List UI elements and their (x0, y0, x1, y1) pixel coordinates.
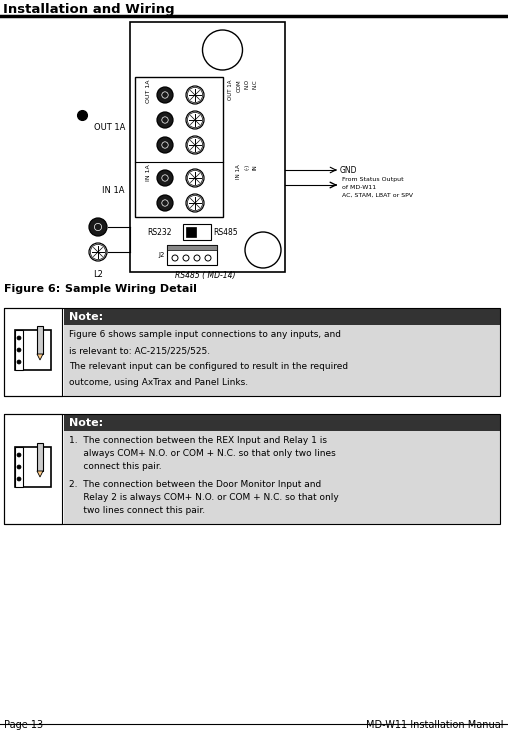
Text: COM: COM (237, 79, 241, 91)
Bar (4, 308, 62, 396)
Circle shape (157, 87, 173, 103)
Bar (15, 330, 51, 370)
Circle shape (205, 255, 211, 261)
Circle shape (186, 86, 204, 104)
Circle shape (17, 360, 21, 364)
Bar (15, 447, 23, 487)
Text: connect this pair.: connect this pair. (69, 462, 162, 471)
Bar (4, 308, 500, 396)
Circle shape (157, 170, 173, 186)
Text: (-): (-) (244, 164, 249, 170)
Text: The relevant input can be configured to result in the required: The relevant input can be configured to … (69, 362, 348, 371)
Text: L2: L2 (93, 270, 103, 279)
Text: RS232: RS232 (147, 228, 172, 237)
Circle shape (187, 88, 203, 102)
Text: Note:: Note: (69, 417, 103, 427)
Bar (4, 414, 500, 524)
Text: J2: J2 (158, 252, 165, 258)
Bar (37, 443, 43, 471)
Text: 2.  The connection between the Door Monitor Input and: 2. The connection between the Door Monit… (69, 480, 321, 489)
Circle shape (162, 116, 168, 123)
Text: IN: IN (252, 164, 258, 170)
Circle shape (245, 232, 281, 268)
Text: RS485: RS485 (213, 228, 238, 237)
Bar (183, 224, 211, 240)
Circle shape (17, 348, 21, 352)
Circle shape (186, 136, 204, 154)
Polygon shape (37, 471, 43, 477)
Bar (167, 245, 217, 250)
Bar (135, 77, 223, 217)
Text: outcome, using AxTrax and Panel Links.: outcome, using AxTrax and Panel Links. (69, 378, 248, 387)
Circle shape (90, 245, 106, 259)
Text: From Status Output: From Status Output (342, 176, 404, 181)
Text: Relay 2 is always COM+ N.O. or COM + N.C. so that only: Relay 2 is always COM+ N.O. or COM + N.C… (69, 493, 339, 502)
Circle shape (186, 169, 204, 187)
Circle shape (187, 195, 203, 211)
Circle shape (183, 255, 189, 261)
Text: Installation and Wiring: Installation and Wiring (3, 3, 175, 16)
Circle shape (17, 465, 21, 469)
Circle shape (162, 175, 168, 181)
Bar (64, 308, 500, 325)
Polygon shape (37, 354, 43, 360)
Bar (37, 326, 43, 354)
Circle shape (17, 477, 21, 481)
Text: N.C: N.C (252, 79, 258, 88)
Text: N.O: N.O (244, 79, 249, 89)
Text: Figure 6:: Figure 6: (4, 284, 60, 294)
Text: 1.  The connection between the REX Input and Relay 1 is: 1. The connection between the REX Input … (69, 436, 327, 445)
Circle shape (162, 142, 168, 148)
Text: Figure 6 shows sample input connections to any inputs, and: Figure 6 shows sample input connections … (69, 330, 341, 339)
Circle shape (187, 137, 203, 153)
Circle shape (172, 255, 178, 261)
Circle shape (17, 336, 21, 340)
Circle shape (194, 255, 200, 261)
Circle shape (157, 137, 173, 153)
Text: always COM+ N.O. or COM + N.C. so that only two lines: always COM+ N.O. or COM + N.C. so that o… (69, 449, 336, 458)
Bar (4, 414, 62, 524)
Circle shape (162, 92, 168, 98)
Text: of MD-W11: of MD-W11 (342, 184, 376, 189)
Circle shape (186, 194, 204, 212)
Bar (64, 414, 500, 431)
Text: two lines connect this pair.: two lines connect this pair. (69, 506, 205, 515)
Text: IN 1A: IN 1A (237, 164, 241, 179)
Text: MD-W11 Installation Manual: MD-W11 Installation Manual (366, 720, 504, 730)
Circle shape (187, 170, 203, 186)
Text: Page 13: Page 13 (4, 720, 43, 730)
Bar (167, 245, 217, 265)
Circle shape (157, 112, 173, 128)
Bar (64, 325, 500, 396)
Text: OUT 1A: OUT 1A (93, 122, 125, 131)
Text: OUT 1A: OUT 1A (146, 79, 151, 102)
Circle shape (186, 111, 204, 129)
Bar (130, 22, 285, 272)
Text: Sample Wiring Detail: Sample Wiring Detail (65, 284, 197, 294)
Text: is relevant to: AC-215/225/525.: is relevant to: AC-215/225/525. (69, 346, 210, 355)
Circle shape (203, 30, 242, 70)
Circle shape (17, 453, 21, 457)
Bar (15, 330, 23, 370)
Circle shape (94, 223, 102, 231)
Circle shape (89, 243, 107, 261)
Text: IN 1A: IN 1A (103, 186, 125, 195)
Circle shape (89, 218, 107, 236)
Text: RS485 ( MD-14): RS485 ( MD-14) (175, 271, 236, 280)
Text: IN 1A: IN 1A (146, 164, 151, 181)
Circle shape (162, 200, 168, 206)
Bar (15, 447, 51, 487)
Text: AC, STAM, LBAT or SPV: AC, STAM, LBAT or SPV (342, 192, 413, 198)
Bar (186, 227, 196, 237)
Circle shape (157, 195, 173, 211)
Circle shape (187, 112, 203, 128)
Text: Note:: Note: (69, 312, 103, 321)
Bar (64, 431, 500, 524)
Text: GND: GND (340, 166, 358, 175)
Text: OUT 1A: OUT 1A (229, 79, 234, 99)
